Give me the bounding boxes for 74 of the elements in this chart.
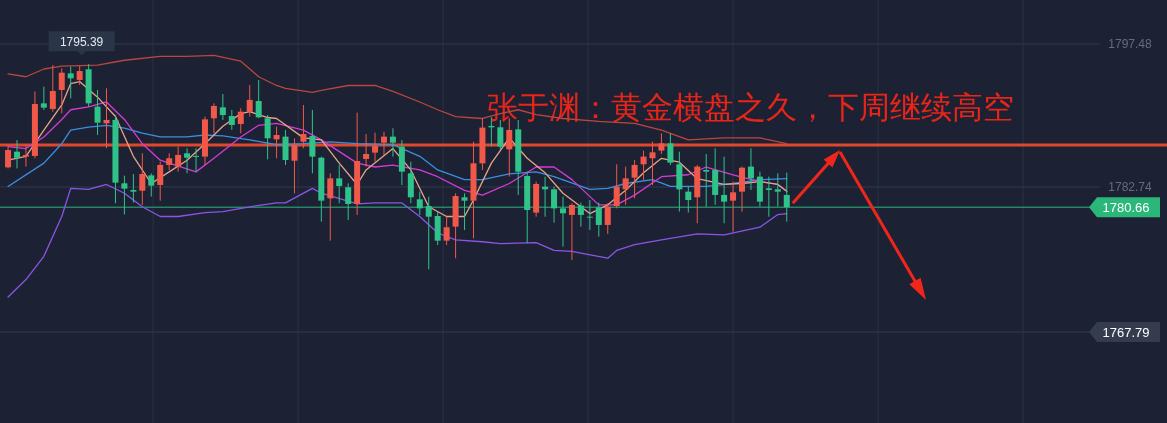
candlestick bbox=[595, 202, 602, 238]
candlestick bbox=[49, 64, 56, 113]
candlestick bbox=[461, 192, 468, 231]
candlestick bbox=[739, 166, 746, 213]
candlestick bbox=[219, 93, 226, 121]
candlestick bbox=[121, 175, 128, 215]
candlestick bbox=[210, 102, 217, 134]
candlestick bbox=[667, 132, 674, 166]
candlestick bbox=[380, 131, 387, 156]
candlestick bbox=[103, 87, 110, 149]
candlestick bbox=[309, 109, 316, 174]
line-series bbox=[7, 183, 788, 298]
candlestick bbox=[273, 126, 280, 159]
ref-line-label: 1767.79 bbox=[1102, 325, 1150, 341]
candlestick bbox=[658, 132, 665, 155]
candlestick bbox=[246, 84, 253, 118]
candlestick bbox=[783, 172, 790, 223]
candlestick bbox=[747, 147, 754, 191]
candlestick bbox=[237, 107, 244, 134]
candlestick bbox=[577, 202, 584, 228]
candlestick bbox=[336, 164, 343, 204]
candlestick bbox=[58, 67, 65, 114]
candlestick bbox=[264, 114, 271, 160]
annotation: 1795.39 bbox=[48, 31, 115, 56]
candlestick bbox=[425, 196, 432, 270]
candlestick bbox=[139, 152, 146, 206]
candlestick bbox=[416, 191, 423, 216]
candlestick bbox=[157, 161, 164, 202]
candlestick bbox=[568, 202, 575, 261]
candlestick bbox=[703, 153, 710, 208]
candlestick bbox=[640, 150, 647, 181]
candlestick bbox=[130, 173, 137, 204]
candlestick bbox=[389, 127, 396, 158]
candlestick bbox=[184, 147, 191, 174]
y-tick-label: 1782.74 bbox=[1108, 180, 1153, 194]
candlestick bbox=[67, 66, 74, 99]
candlestick bbox=[774, 172, 781, 208]
candlestick bbox=[345, 182, 352, 221]
candlestick bbox=[148, 172, 155, 198]
candlestick bbox=[721, 156, 728, 224]
ref-label: 1767.79 bbox=[1089, 322, 1160, 343]
candlestick bbox=[300, 104, 307, 149]
candlestick bbox=[649, 141, 656, 186]
candlestick bbox=[559, 196, 566, 248]
candlestick bbox=[14, 139, 21, 169]
candlestick bbox=[5, 146, 12, 169]
candlestick bbox=[407, 161, 414, 204]
candlestick bbox=[255, 79, 262, 119]
candlestick bbox=[622, 166, 629, 206]
candlestick bbox=[613, 163, 620, 209]
candlestick bbox=[586, 199, 593, 231]
candlestick bbox=[551, 186, 558, 224]
annotation: 1795.39 bbox=[59, 35, 104, 50]
candlestick bbox=[282, 129, 289, 166]
candlestick bbox=[175, 146, 182, 173]
candlestick bbox=[685, 186, 692, 214]
ref-label: 1780.66 bbox=[1089, 197, 1160, 218]
y-tick-label: 1797.48 bbox=[1108, 36, 1153, 51]
ref-line-label: 1780.66 bbox=[1102, 200, 1150, 216]
candlestick bbox=[327, 172, 334, 242]
candlestick bbox=[363, 133, 370, 168]
candlestick bbox=[40, 86, 47, 111]
candlestick bbox=[228, 109, 235, 131]
candlestick bbox=[372, 132, 379, 163]
candlestick bbox=[443, 216, 450, 246]
candlestick bbox=[730, 181, 737, 233]
candlestick bbox=[765, 176, 772, 218]
candlestick bbox=[22, 144, 29, 168]
candlestick bbox=[193, 147, 200, 173]
candlestick bbox=[631, 159, 638, 199]
candlestick bbox=[604, 202, 611, 235]
candlestick bbox=[76, 65, 83, 86]
candlestick bbox=[291, 137, 298, 194]
candlestick bbox=[94, 89, 101, 136]
